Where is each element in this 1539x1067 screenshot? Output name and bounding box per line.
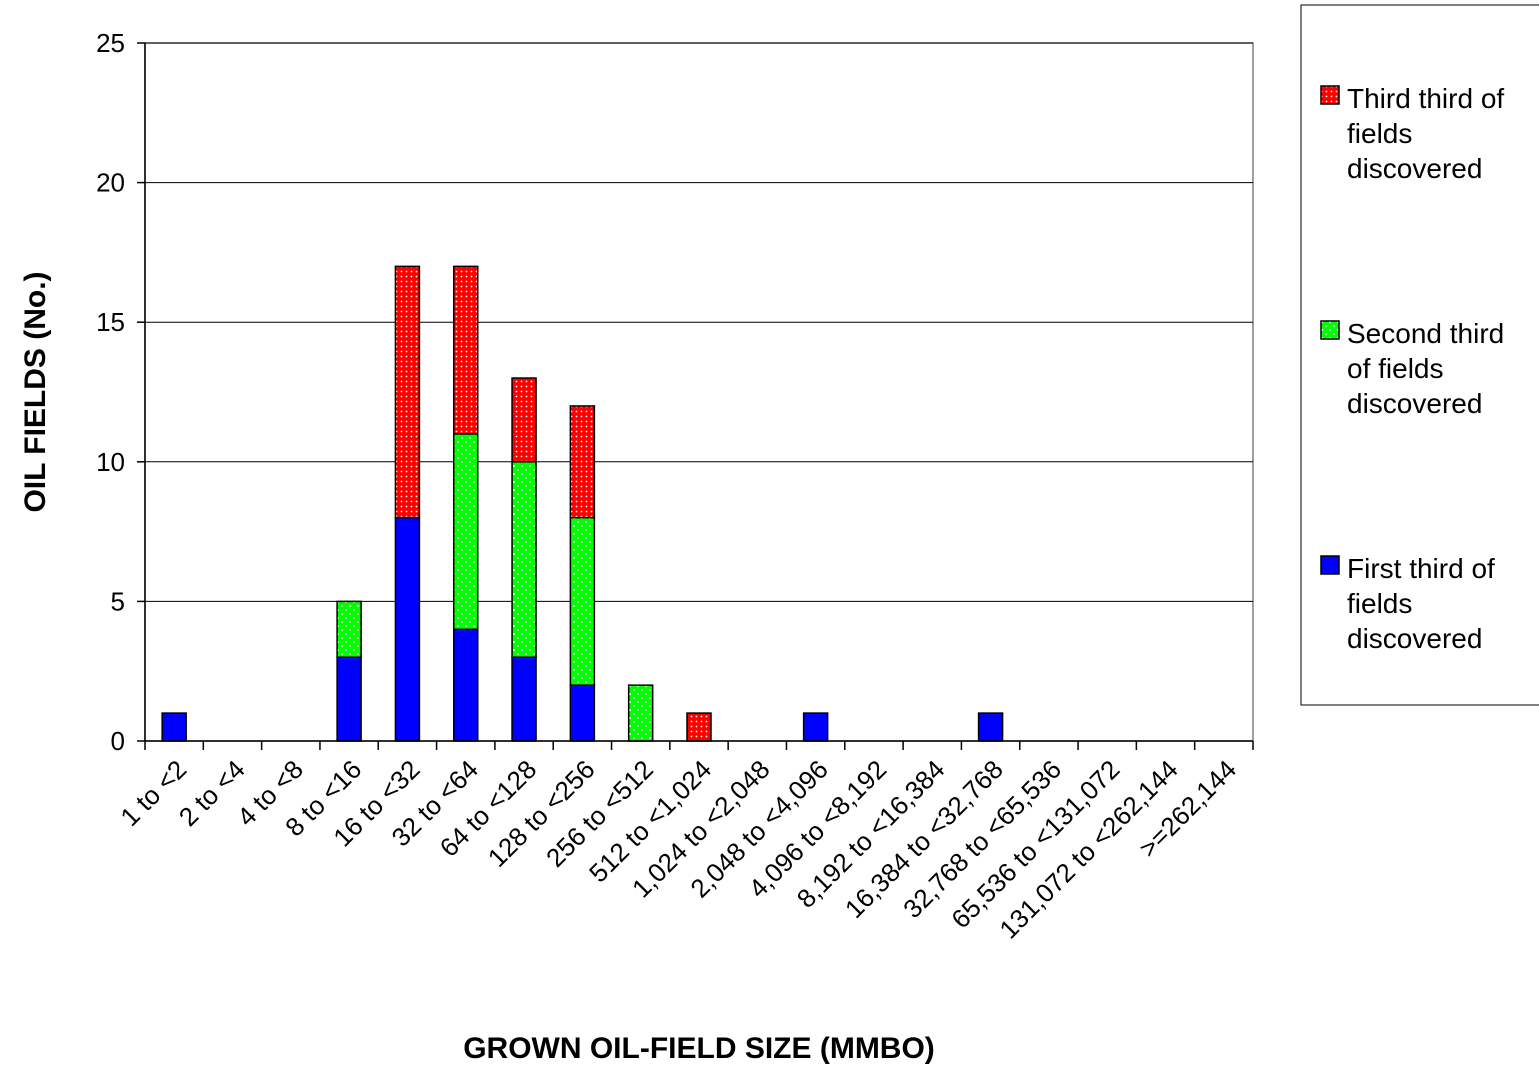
legend-box xyxy=(1300,4,1539,706)
plot-area xyxy=(144,42,1254,742)
bar-segment xyxy=(686,712,712,742)
bar-segment xyxy=(569,684,596,742)
bar-segment xyxy=(161,712,187,742)
y-tick-labels: 0 5 10 15 20 25 xyxy=(96,28,125,756)
y-axis-title: OIL FIELDS (No.) xyxy=(19,271,52,512)
y-tick-label: 10 xyxy=(96,447,125,477)
bar-segment xyxy=(452,433,479,631)
bar-segment xyxy=(452,628,479,742)
legend-label: fields xyxy=(1347,118,1412,149)
bar-segment xyxy=(511,656,537,742)
bar-segment xyxy=(394,265,421,519)
legend-items: Third third of fields discovered Second thi… xyxy=(1320,83,1504,654)
legend-label: First third of xyxy=(1347,553,1495,584)
axes xyxy=(137,42,1254,750)
legend-label: discovered xyxy=(1347,623,1482,654)
bar-segment xyxy=(336,600,362,658)
y-tick-label: 25 xyxy=(96,28,125,58)
bar-segment xyxy=(511,377,537,463)
legend-swatch xyxy=(1320,85,1340,105)
x-tick-label: 2 to <4 xyxy=(173,754,251,832)
legend: Third third of fields discovered Second thi… xyxy=(1300,4,1539,706)
legend-label: of fields xyxy=(1347,353,1444,384)
legend-label: fields xyxy=(1347,588,1412,619)
bar-segment xyxy=(336,656,362,742)
legend-label: discovered xyxy=(1347,388,1482,419)
legend-swatch xyxy=(1320,555,1340,575)
bar-segment xyxy=(511,461,537,658)
bar-segment xyxy=(394,516,421,742)
y-tick-label: 0 xyxy=(111,726,125,756)
bar-segment xyxy=(569,405,596,519)
y-tick-label: 15 xyxy=(96,307,125,337)
bar-segment xyxy=(802,712,829,742)
legend-swatch xyxy=(1320,320,1340,340)
bars xyxy=(161,265,1004,742)
y-tick-label: 5 xyxy=(111,586,125,616)
legend-label: Second third xyxy=(1347,318,1504,349)
bar-segment xyxy=(569,516,596,686)
gridlines xyxy=(145,42,1253,602)
x-tick-label: 1 to <2 xyxy=(114,754,192,832)
bar-segment xyxy=(977,712,1004,742)
x-axis-title: GROWN OIL-FIELD SIZE (MMBO) xyxy=(463,1032,935,1065)
legend-label: discovered xyxy=(1347,153,1482,184)
legend-label: Third third of xyxy=(1347,83,1504,114)
y-tick-label: 20 xyxy=(96,168,125,198)
bar-segment xyxy=(627,684,654,742)
bar-segment xyxy=(452,265,479,435)
